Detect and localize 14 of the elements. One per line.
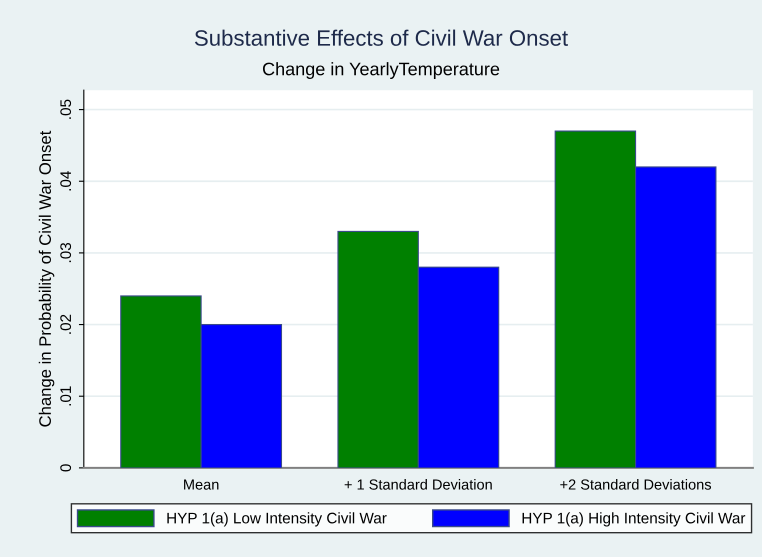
y-tick-label: .03 bbox=[60, 242, 72, 262]
y-tick-label: .02 bbox=[60, 314, 72, 334]
y-tick-label: .05 bbox=[60, 100, 72, 119]
y-axis-title: Change in Probability of Civil War Onset bbox=[38, 130, 54, 427]
y-tick-label: 0 bbox=[60, 464, 72, 472]
y-tick-label: .01 bbox=[60, 386, 72, 406]
chart-subtitle: Change in YearlyTemperature bbox=[262, 62, 500, 79]
legend-label: HYP 1(a) Low Intensity Civil War bbox=[167, 512, 387, 526]
y-tick-label: .04 bbox=[60, 171, 72, 190]
x-tick-label: + 1 Standard Deviation bbox=[344, 478, 492, 490]
x-tick-label: Mean bbox=[184, 480, 218, 490]
x-tick-label: +2 Standard Deviations bbox=[560, 478, 712, 490]
chart-title: Substantive Effects of Civil War Onset bbox=[194, 30, 568, 46]
legend-label: HYP 1(a) High Intensity Civil War bbox=[522, 512, 746, 526]
